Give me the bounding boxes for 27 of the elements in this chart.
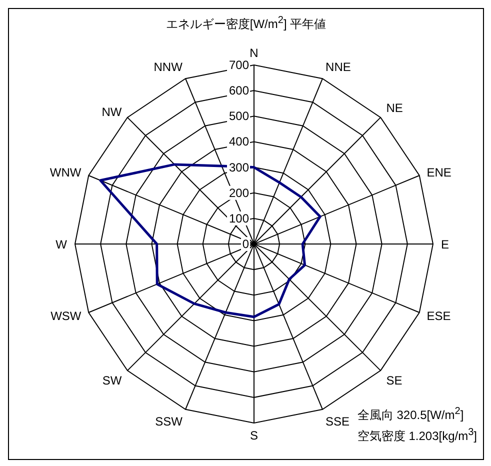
spoke-label: W xyxy=(56,237,68,252)
spoke-label: ESE xyxy=(426,308,451,323)
spoke-label: SSW xyxy=(155,414,184,428)
y-tick-label: 200 xyxy=(228,186,250,200)
text: 空気密度 1.203[kg/m$^{3}$] xyxy=(357,427,477,443)
spoke-label: SSE xyxy=(326,414,350,428)
spoke-label: NNW xyxy=(154,60,184,74)
y-tick-label: 500 xyxy=(228,109,250,124)
spoke-label: SE xyxy=(386,374,402,388)
y-tick-label: 100 xyxy=(228,211,250,226)
spoke-label: WNW xyxy=(50,166,82,180)
spoke-label: NW xyxy=(102,105,122,120)
spoke-label: S xyxy=(250,428,258,443)
spoke-label: E xyxy=(441,237,450,252)
y-tick-label: 400 xyxy=(228,134,250,149)
spoke-label: WSW xyxy=(50,308,82,323)
spoke-label: SW xyxy=(102,374,122,388)
spoke-label: ENE xyxy=(426,166,452,180)
y-tick-label: 300 xyxy=(228,160,250,174)
spoke-label: NE xyxy=(386,100,403,115)
chart-title: エネルギー密度[W/m$^{2}$] 平年値 xyxy=(166,15,326,31)
text: 全風向 320.5[W/m$^{2}$] xyxy=(357,406,464,422)
y-tick-label: 0 xyxy=(242,237,250,251)
spoke-label: NNE xyxy=(326,60,351,74)
spoke-label: N xyxy=(250,46,258,60)
y-tick-label: 700 xyxy=(228,58,250,72)
y-tick-label: 600 xyxy=(228,84,250,98)
